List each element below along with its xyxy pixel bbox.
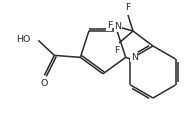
- Text: N: N: [131, 53, 138, 62]
- Text: N: N: [114, 22, 121, 31]
- Text: O: O: [41, 79, 48, 88]
- Text: F: F: [114, 46, 120, 55]
- Text: F: F: [107, 22, 112, 30]
- Text: F: F: [125, 3, 131, 12]
- Text: HO: HO: [16, 35, 30, 44]
